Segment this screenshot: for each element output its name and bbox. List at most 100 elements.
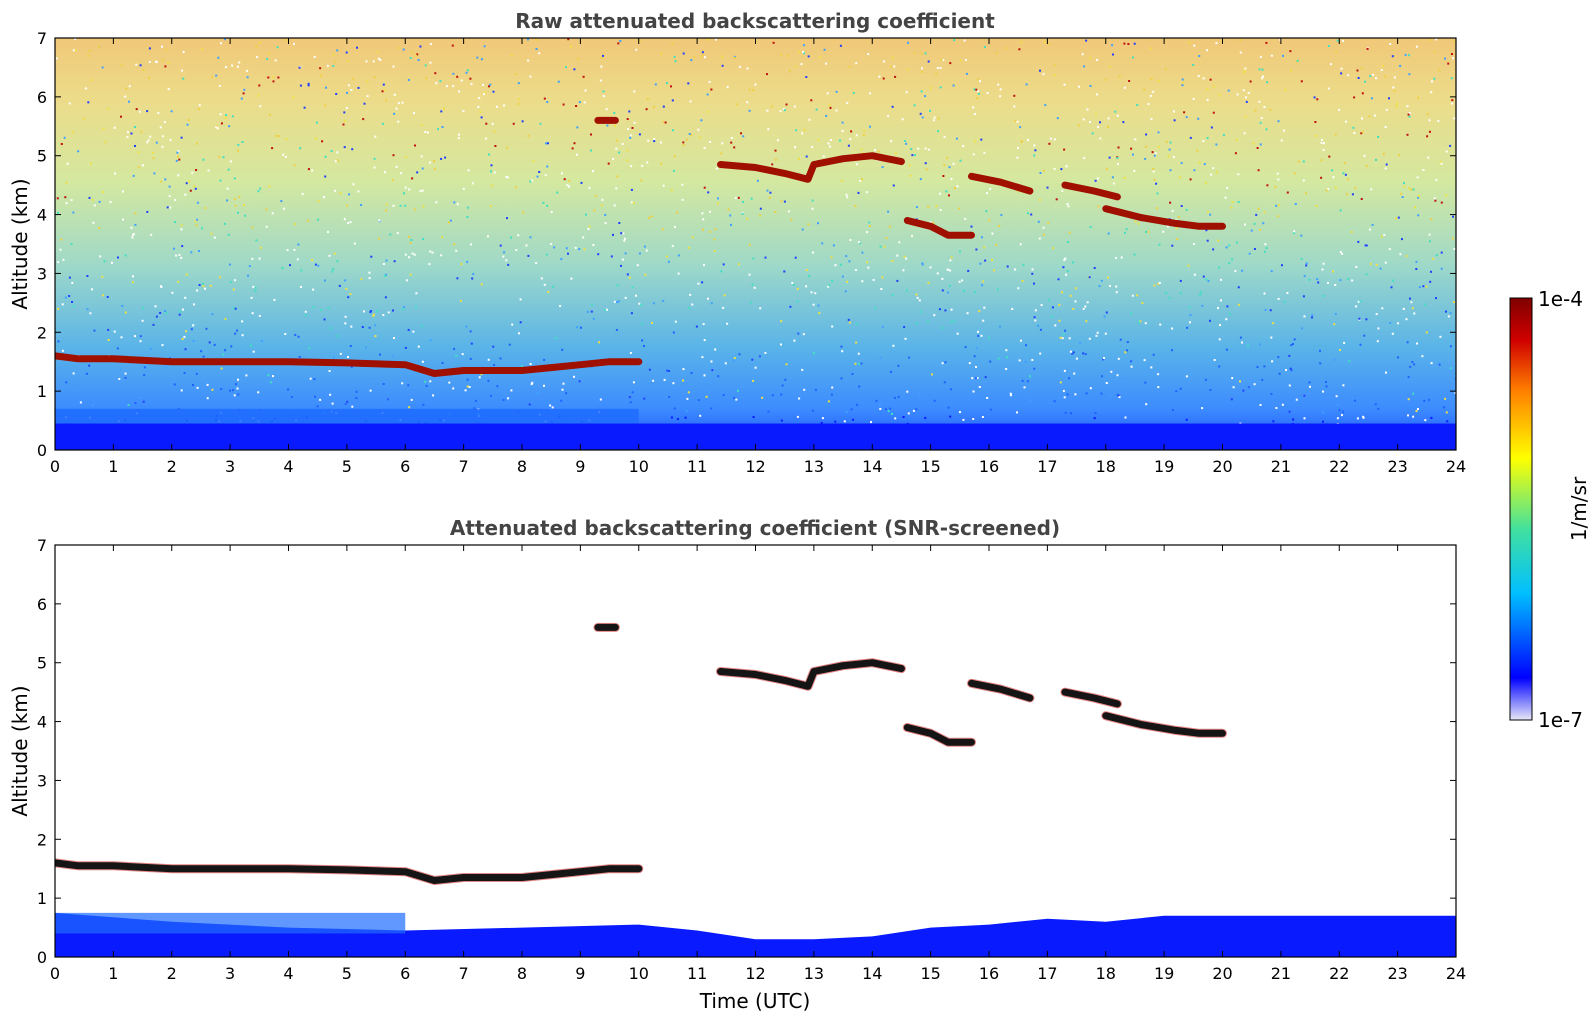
x-tick-label: 23 — [1387, 457, 1407, 476]
x-tick-label: 24 — [1446, 964, 1466, 983]
x-tick-label: 15 — [920, 964, 940, 983]
layer-mid-cloud-a — [717, 659, 905, 690]
x-tick-label: 1 — [108, 964, 118, 983]
noise-background — [55, 38, 1456, 450]
y-tick-label: 3 — [37, 264, 47, 283]
layer-boundary-layer-top — [55, 352, 643, 377]
y-axis-label: Altitude (km) — [8, 685, 32, 816]
y-axis: 0 1 2 3 4 5 6 7 — [37, 29, 1456, 460]
y-tick-label: 2 — [37, 323, 47, 342]
y-tick-label: 1 — [37, 889, 47, 908]
x-tick-label: 17 — [1037, 457, 1057, 476]
x-tick-label: 18 — [1096, 457, 1116, 476]
x-tick-label: 19 — [1154, 964, 1174, 983]
x-tick-label: 4 — [283, 457, 293, 476]
y-tick-label: 5 — [37, 147, 47, 166]
x-tick-label: 20 — [1212, 964, 1232, 983]
x-tick-label: 3 — [225, 457, 235, 476]
x-tick-label: 15 — [920, 457, 940, 476]
y-tick-label: 0 — [37, 441, 47, 460]
y-tick-label: 4 — [37, 206, 47, 225]
x-axis-label: Time (UTC) — [699, 989, 811, 1013]
layer-mid-cloud-c — [968, 679, 1034, 702]
layer-mid-cloud-e — [1102, 712, 1226, 737]
surface-band-upper — [55, 408, 639, 424]
x-tick-label: 21 — [1271, 964, 1291, 983]
colorbar: 1e-4 1e-7 1/m/sr — [1509, 287, 1591, 732]
chart-title: Raw attenuated backscattering coefficien… — [515, 9, 995, 33]
x-tick-label: 16 — [979, 964, 999, 983]
x-tick-label: 17 — [1037, 964, 1057, 983]
x-tick-label: 6 — [400, 964, 410, 983]
colorbar-gradient — [1509, 297, 1533, 721]
chart-title: Attenuated backscattering coefficient (S… — [450, 516, 1060, 540]
x-axis: 0 1 2 3 4 5 6 7 8 9 10 11 12 13 14 15 16 17 18 19 20 21 22 23 24 — [50, 545, 1466, 983]
y-axis-label: Altitude (km) — [8, 178, 32, 309]
x-tick-label: 0 — [50, 457, 60, 476]
layer-mid-cloud-d — [1061, 181, 1121, 201]
x-tick-label: 21 — [1271, 457, 1291, 476]
x-tick-label: 20 — [1212, 457, 1232, 476]
x-tick-label: 5 — [342, 964, 352, 983]
y-tick-label: 4 — [37, 713, 47, 732]
plot-background — [55, 545, 1456, 957]
x-tick-label: 13 — [804, 964, 824, 983]
y-tick-label: 2 — [37, 830, 47, 849]
x-tick-label: 22 — [1329, 457, 1349, 476]
colorbar-min-label: 1e-7 — [1538, 708, 1583, 732]
x-tick-label: 6 — [400, 457, 410, 476]
x-tick-label: 2 — [167, 964, 177, 983]
x-tick-label: 11 — [687, 457, 707, 476]
x-tick-label: 9 — [575, 964, 585, 983]
data-layer — [55, 622, 1456, 957]
plot-area — [54, 544, 1457, 958]
x-axis: 0 1 2 3 4 5 6 7 8 9 10 11 12 13 14 15 16 17 18 19 20 21 22 23 24 — [50, 38, 1466, 476]
surface-layer-mix — [55, 912, 406, 934]
x-tick-label: 2 — [167, 457, 177, 476]
y-tick-label: 6 — [37, 595, 47, 614]
x-tick-label: 22 — [1329, 964, 1349, 983]
x-tick-label: 8 — [517, 457, 527, 476]
y-tick-label: 5 — [37, 654, 47, 673]
x-tick-label: 5 — [342, 457, 352, 476]
x-tick-label: 10 — [629, 457, 649, 476]
layer-mid-cloud-b — [903, 217, 975, 239]
y-tick-label: 7 — [37, 29, 47, 48]
x-tick-label: 19 — [1154, 457, 1174, 476]
layer-mid-cloud-b — [903, 724, 975, 746]
plot-area — [54, 37, 1457, 451]
surface-layer — [55, 912, 1456, 957]
x-tick-label: 1 — [108, 457, 118, 476]
y-tick-label: 0 — [37, 948, 47, 967]
colorbar-unit-label: 1/m/sr — [1567, 476, 1591, 541]
x-tick-label: 16 — [979, 457, 999, 476]
x-tick-label: 12 — [745, 964, 765, 983]
x-tick-label: 10 — [629, 964, 649, 983]
x-tick-label: 7 — [459, 457, 469, 476]
colorbar-max-label: 1e-4 — [1538, 287, 1583, 311]
x-tick-label: 7 — [459, 964, 469, 983]
x-tick-label: 14 — [862, 457, 882, 476]
x-tick-label: 14 — [862, 964, 882, 983]
x-tick-label: 8 — [517, 964, 527, 983]
x-tick-label: 13 — [804, 457, 824, 476]
layer-mid-cloud-a — [717, 152, 905, 183]
y-tick-label: 6 — [37, 88, 47, 107]
layer-mid-cloud-d — [1061, 688, 1121, 708]
x-tick-label: 3 — [225, 964, 235, 983]
x-tick-label: 18 — [1096, 964, 1116, 983]
x-tick-label: 9 — [575, 457, 585, 476]
y-tick-label: 3 — [37, 771, 47, 790]
x-tick-label: 12 — [745, 457, 765, 476]
y-tick-label: 1 — [37, 382, 47, 401]
y-axis: 0 1 2 3 4 5 6 7 — [37, 536, 1456, 967]
y-tick-label: 7 — [37, 536, 47, 555]
layer-boundary-layer-top — [55, 859, 643, 884]
x-tick-label: 24 — [1446, 457, 1466, 476]
x-tick-label: 4 — [283, 964, 293, 983]
x-tick-label: 11 — [687, 964, 707, 983]
layer-mid-cloud-c — [968, 172, 1034, 195]
x-tick-label: 23 — [1387, 964, 1407, 983]
x-tick-label: 0 — [50, 964, 60, 983]
